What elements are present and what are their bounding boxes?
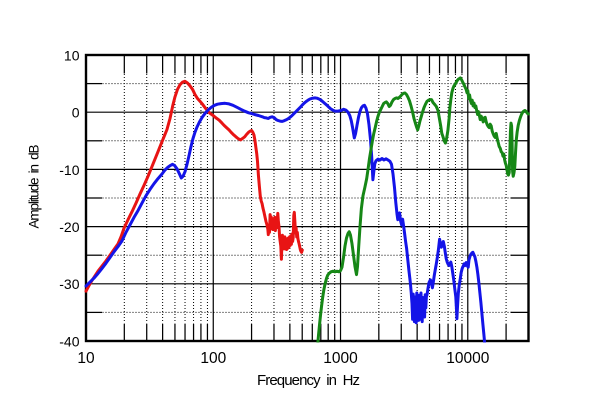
svg-text:10: 10 <box>64 47 80 63</box>
svg-text:-20: -20 <box>59 219 79 235</box>
svg-text:-30: -30 <box>59 276 79 292</box>
svg-text:10000: 10000 <box>446 350 489 367</box>
svg-text:Frequency in Hz: Frequency in Hz <box>257 372 360 389</box>
svg-text:1000: 1000 <box>323 350 358 367</box>
svg-text:100: 100 <box>200 350 226 367</box>
svg-text:Amplitude in dB: Amplitude in dB <box>27 145 42 229</box>
svg-text:-40: -40 <box>59 333 79 349</box>
svg-text:0: 0 <box>72 105 80 121</box>
svg-text:10: 10 <box>77 350 95 367</box>
svg-text:-10: -10 <box>59 162 79 178</box>
